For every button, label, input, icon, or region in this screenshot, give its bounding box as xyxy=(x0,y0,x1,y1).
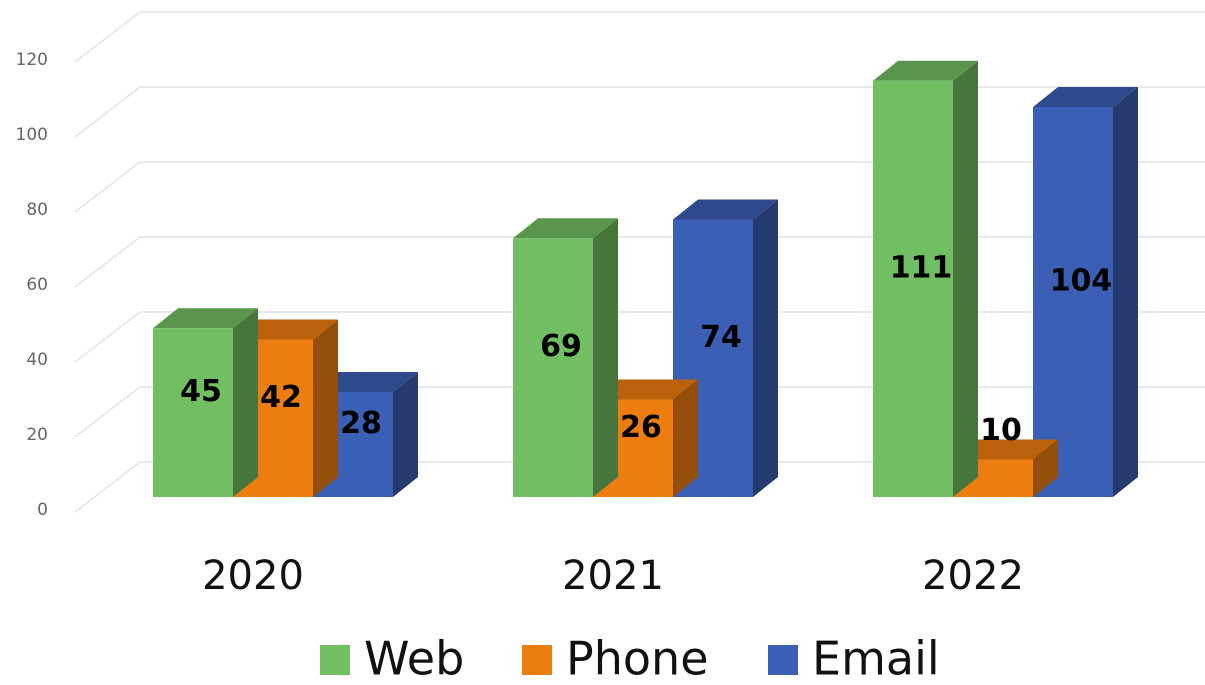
bar-top xyxy=(233,319,338,340)
data-label: 10 xyxy=(980,413,1022,448)
grid-line xyxy=(74,86,1205,138)
data-label: 28 xyxy=(340,406,382,441)
bar-side xyxy=(673,379,698,497)
bar-top xyxy=(593,379,698,400)
x-tick-label: 2022 xyxy=(922,553,1024,599)
bar-side xyxy=(1033,439,1058,497)
grid-line xyxy=(74,161,1205,213)
bar-top xyxy=(513,218,618,239)
grid-line xyxy=(74,311,1205,363)
data-label: 74 xyxy=(700,320,742,355)
bar-top xyxy=(153,308,258,329)
y-tick-label: 120 xyxy=(16,50,48,70)
bar-side xyxy=(753,199,778,497)
bar xyxy=(513,238,593,497)
y-tick-label: 0 xyxy=(37,500,48,520)
data-label: 104 xyxy=(1050,264,1113,299)
legend-label: Email xyxy=(812,632,940,685)
legend-swatch xyxy=(768,645,798,675)
y-tick-label: 60 xyxy=(26,275,48,295)
data-label: 45 xyxy=(180,374,222,409)
data-label: 111 xyxy=(890,250,953,285)
y-tick-label: 20 xyxy=(26,425,48,445)
bar-side xyxy=(953,60,978,497)
grid-line xyxy=(74,11,1205,63)
x-tick-label: 2020 xyxy=(202,553,304,599)
legend-swatch xyxy=(320,645,350,675)
bar-top xyxy=(953,439,1058,460)
y-tick-label: 40 xyxy=(26,350,48,370)
bar xyxy=(873,80,953,497)
bar-side xyxy=(393,372,418,497)
y-tick-label: 80 xyxy=(26,200,48,220)
data-label: 69 xyxy=(540,329,582,364)
bar-top xyxy=(1033,87,1138,107)
legend-swatch xyxy=(522,645,552,675)
bar xyxy=(1033,107,1113,497)
bar-top xyxy=(673,199,778,220)
legend-label: Phone xyxy=(566,632,709,685)
data-label: 42 xyxy=(260,380,302,415)
bar-side xyxy=(233,308,258,497)
bar xyxy=(153,328,233,497)
grid-line xyxy=(74,461,1205,513)
bar-side xyxy=(1113,87,1138,497)
y-tick-label: 100 xyxy=(16,125,48,145)
bar-top xyxy=(313,372,418,392)
x-tick-label: 2021 xyxy=(562,553,664,599)
grid-line xyxy=(74,236,1205,288)
bar-side xyxy=(593,218,618,497)
bar-top xyxy=(873,60,978,81)
bar-side xyxy=(313,319,338,497)
legend-label: Web xyxy=(364,632,464,685)
grid-line xyxy=(74,386,1205,438)
data-label: 26 xyxy=(620,410,662,445)
